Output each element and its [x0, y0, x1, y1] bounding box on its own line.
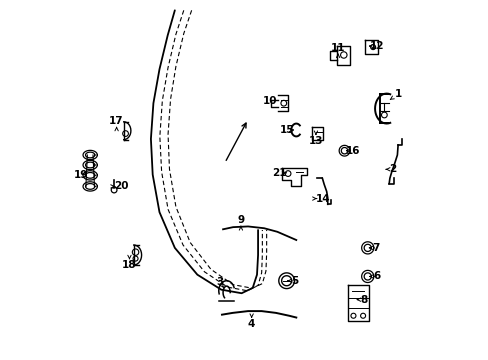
Text: 16: 16	[345, 146, 360, 156]
Text: 20: 20	[114, 181, 128, 192]
Text: 6: 6	[372, 271, 380, 282]
Text: 11: 11	[330, 43, 345, 53]
Text: 1: 1	[394, 89, 401, 99]
Text: 18: 18	[122, 260, 137, 270]
Text: 14: 14	[315, 194, 330, 203]
Text: 21: 21	[272, 168, 286, 178]
Text: 10: 10	[263, 96, 277, 107]
Text: 5: 5	[290, 276, 298, 286]
Text: 4: 4	[247, 319, 255, 329]
Text: 19: 19	[74, 170, 88, 180]
Text: 2: 2	[388, 164, 396, 174]
Text: 3: 3	[215, 277, 223, 287]
Text: 12: 12	[368, 41, 383, 51]
Text: 7: 7	[371, 243, 379, 253]
Text: 17: 17	[109, 116, 123, 126]
Text: 15: 15	[279, 125, 293, 135]
Text: 8: 8	[360, 295, 366, 305]
Text: 13: 13	[308, 136, 323, 146]
Text: 9: 9	[237, 215, 244, 225]
